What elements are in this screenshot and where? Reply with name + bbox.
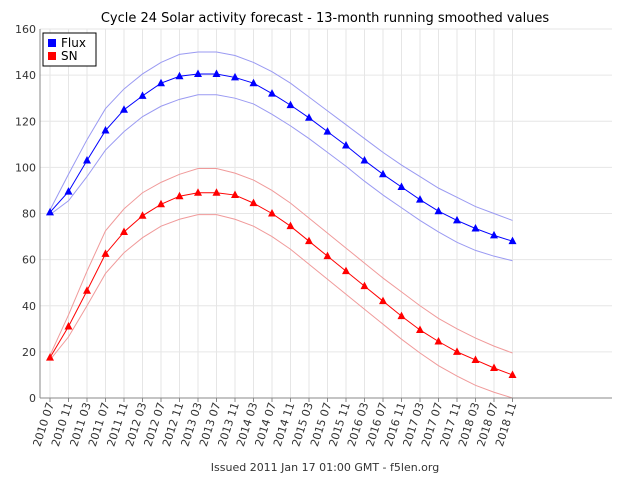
flux-point: [305, 113, 313, 121]
sn-point: [416, 325, 424, 333]
sn-point: [342, 266, 350, 275]
flux-point: [46, 207, 54, 216]
sn-point: [64, 322, 73, 330]
sn-point: [231, 190, 239, 199]
flux-point: [120, 105, 128, 113]
sn-point: [305, 236, 313, 245]
y-tick-label: 100: [15, 161, 36, 174]
sn-point: [194, 188, 202, 196]
legend-box: [42, 32, 97, 67]
flux-point: [64, 187, 73, 195]
y-tick-label: 40: [22, 300, 36, 313]
sn-point: [101, 249, 110, 257]
sn-point: [120, 227, 128, 235]
sn-point: [175, 191, 184, 200]
flux-point: [434, 206, 443, 215]
flux-point: [83, 155, 91, 164]
flux-point: [175, 71, 184, 80]
grid-layer: [40, 28, 612, 399]
y-tick-label: 120: [15, 115, 36, 128]
sn-point: [471, 355, 480, 363]
flux-point: [212, 69, 221, 77]
flux-point: [194, 69, 202, 77]
flux-series-line: [49, 73, 513, 242]
line-layer: [49, 73, 513, 376]
sn-point: [397, 311, 406, 320]
flux-point: [471, 223, 480, 232]
flux-legend-label: Flux: [61, 36, 86, 50]
sn-point: [490, 363, 498, 372]
sn-point: [453, 347, 461, 355]
y-tick-label: 0: [29, 392, 36, 405]
flux-point: [342, 140, 350, 149]
flux-point: [157, 78, 165, 87]
sn-point: [157, 199, 165, 208]
flux-point: [379, 169, 387, 178]
marker-layer: [46, 69, 517, 378]
chart-footer: Issued 2011 Jan 17 01:00 GMT - f5len.org: [211, 461, 439, 474]
flux-point: [323, 127, 332, 135]
flux-point: [138, 91, 147, 99]
sn-legend-label: SN: [61, 49, 78, 63]
sn-point: [508, 370, 517, 378]
sn-point: [323, 251, 332, 260]
flux-lower-band: [49, 94, 513, 262]
flux-point: [249, 78, 258, 87]
flux-point: [397, 182, 406, 190]
sn-series-line: [49, 192, 513, 376]
flux-point: [286, 100, 295, 109]
sn-point: [138, 211, 147, 219]
flux-point: [508, 236, 517, 245]
y-tick-label: 80: [22, 208, 36, 221]
y-tick-label: 60: [22, 254, 36, 267]
flux-upper-band: [49, 51, 513, 221]
flux-point: [453, 215, 461, 224]
y-tick-label: 160: [15, 23, 36, 36]
flux-point: [101, 125, 110, 134]
flux-point: [268, 89, 276, 97]
sn-upper-band: [49, 168, 513, 356]
flux-legend-swatch: [48, 39, 56, 47]
sn-point: [83, 286, 91, 294]
sn-point: [360, 281, 369, 290]
chart-title: Cycle 24 Solar activity forecast - 13-mo…: [101, 11, 550, 26]
y-tick-label: 140: [15, 69, 36, 82]
sn-point: [434, 336, 443, 345]
flux-point: [360, 155, 369, 164]
y-tick-label: 20: [22, 346, 36, 359]
sn-point: [249, 198, 258, 207]
sn-point: [379, 296, 387, 305]
band-layer: [49, 51, 513, 399]
sn-point: [268, 209, 276, 217]
sn-point: [286, 221, 295, 230]
sn-point: [46, 353, 54, 361]
sn-point: [212, 188, 221, 196]
sn-legend-swatch: [48, 52, 56, 60]
flux-point: [416, 195, 424, 203]
flux-point: [231, 72, 239, 81]
sn-lower-band: [49, 214, 513, 399]
flux-point: [490, 230, 498, 239]
